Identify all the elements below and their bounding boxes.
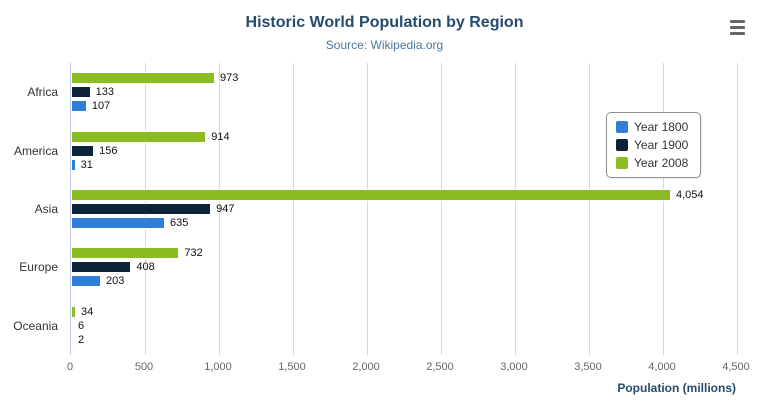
gridline	[589, 63, 590, 355]
chart-subtitle: Source: Wikipedia.org	[325, 38, 444, 52]
bar-value-label: 133	[95, 86, 115, 99]
gridline	[441, 63, 442, 355]
bar-row: 34	[71, 305, 94, 318]
bar-value-label: 635	[169, 216, 189, 229]
x-tick-label: 4,500	[722, 361, 750, 373]
x-axis-title: Population (millions)	[617, 381, 736, 395]
x-tick-label: 3,000	[500, 361, 528, 373]
category-label: Oceania	[13, 318, 58, 333]
gridline	[367, 63, 368, 355]
bar-group: 973 133 107	[71, 63, 238, 121]
bar-value-label: 2	[78, 333, 85, 346]
bar-year-2008-america[interactable]	[71, 130, 207, 143]
bar-year-1900-europe[interactable]	[71, 261, 132, 274]
legend-item-year-2008[interactable]: Year 2008	[616, 156, 688, 170]
bar-row: 107	[71, 100, 238, 113]
gridline	[515, 63, 516, 355]
category-label: Europe	[19, 260, 58, 275]
bar-row: 2	[71, 333, 93, 346]
bar-value-label: 156	[99, 144, 118, 157]
x-tick-label: 2,500	[426, 361, 454, 373]
legend-item-year-1900[interactable]: Year 1900	[616, 138, 688, 152]
category-label: Asia	[34, 201, 58, 216]
bar-row: 6	[71, 319, 93, 332]
bar-year-2008-asia[interactable]	[71, 188, 671, 201]
bar-value-label: 6	[78, 319, 85, 332]
bar-value-label: 107	[91, 100, 111, 113]
legend-label: Year 1900	[634, 138, 689, 152]
bar-value-label: 914	[211, 130, 230, 143]
category-label: Africa	[27, 85, 58, 100]
bar-row: 203	[71, 275, 203, 288]
gridline	[663, 63, 664, 355]
bar-year-1800-africa[interactable]	[71, 100, 87, 113]
bar-value-label: 732	[184, 247, 203, 260]
bar-row: 914	[71, 130, 230, 143]
bar-row: 133	[71, 86, 238, 99]
hamburger-menu-icon[interactable]	[730, 18, 750, 36]
x-tick-label: 0	[66, 361, 74, 373]
hamburger-line	[730, 31, 745, 35]
bar-row: 156	[71, 144, 230, 157]
plot-area: 973 133 107 914 156 31 4,054 947 635 732 408 203 34 6…	[70, 63, 738, 355]
hamburger-line	[730, 19, 745, 23]
bar-value-label: 947	[216, 202, 235, 215]
bar-year-1800-oceania[interactable]	[71, 333, 73, 346]
bar-year-2008-africa[interactable]	[71, 72, 215, 85]
bar-year-1900-asia[interactable]	[71, 202, 212, 215]
bar-group: 4,054 947 635	[71, 180, 704, 238]
bar-row: 947	[71, 202, 704, 215]
legend-label: Year 2008	[634, 156, 689, 170]
bar-year-1900-oceania[interactable]	[71, 319, 73, 332]
bar-row: 732	[71, 247, 203, 260]
bar-value-label: 31	[80, 158, 93, 171]
bar-year-1800-america[interactable]	[71, 158, 76, 171]
bar-year-1900-america[interactable]	[71, 144, 95, 157]
legend-label: Year 1800	[634, 120, 689, 134]
x-tick-label: 2,000	[352, 361, 380, 373]
gridline	[737, 63, 738, 355]
bar-row: 31	[71, 158, 230, 171]
bar-group: 34 6 2	[71, 297, 93, 355]
x-tick-label: 1,000	[204, 361, 232, 373]
x-tick-label: 4,000	[648, 361, 676, 373]
bar-value-label: 973	[220, 72, 239, 85]
bar-group: 914 156 31	[71, 121, 230, 179]
hamburger-line	[730, 25, 745, 29]
x-tick-label: 500	[134, 361, 154, 373]
bar-value-label: 203	[106, 275, 125, 288]
bar-year-2008-europe[interactable]	[71, 247, 180, 260]
bar-group: 732 408 203	[71, 238, 203, 296]
legend-symbol	[616, 121, 628, 133]
bar-year-1900-africa[interactable]	[71, 86, 91, 99]
bar-value-label: 4,054	[675, 188, 704, 201]
bar-value-label: 408	[136, 261, 155, 274]
legend: Year 1800 Year 1900 Year 2008	[606, 112, 702, 178]
category-label: America	[13, 143, 58, 158]
value-axis: 0 500 1,000 1,500 2,000 2,500 3,000 3,500 4,000 4…	[66, 361, 750, 377]
legend-symbol	[616, 139, 628, 151]
gridline	[293, 63, 294, 355]
x-tick-label: 3,500	[574, 361, 602, 373]
bar-year-2008-oceania[interactable]	[71, 305, 77, 318]
legend-item-year-1800[interactable]: Year 1800	[616, 120, 688, 134]
bar-row: 408	[71, 261, 203, 274]
bar-row: 635	[71, 216, 704, 229]
gridline	[219, 63, 220, 355]
bar-year-1800-europe[interactable]	[71, 275, 102, 288]
x-tick-label: 1,500	[278, 361, 306, 373]
category-axis: Africa America Asia Europe Oceania	[0, 63, 64, 355]
bar-row: 4,054	[71, 188, 704, 201]
bar-value-label: 34	[81, 305, 94, 318]
legend-symbol	[616, 157, 628, 169]
chart-title: Historic World Population by Region	[245, 14, 524, 31]
bar-year-1800-asia[interactable]	[71, 216, 165, 229]
bar-row: 973	[71, 72, 239, 85]
